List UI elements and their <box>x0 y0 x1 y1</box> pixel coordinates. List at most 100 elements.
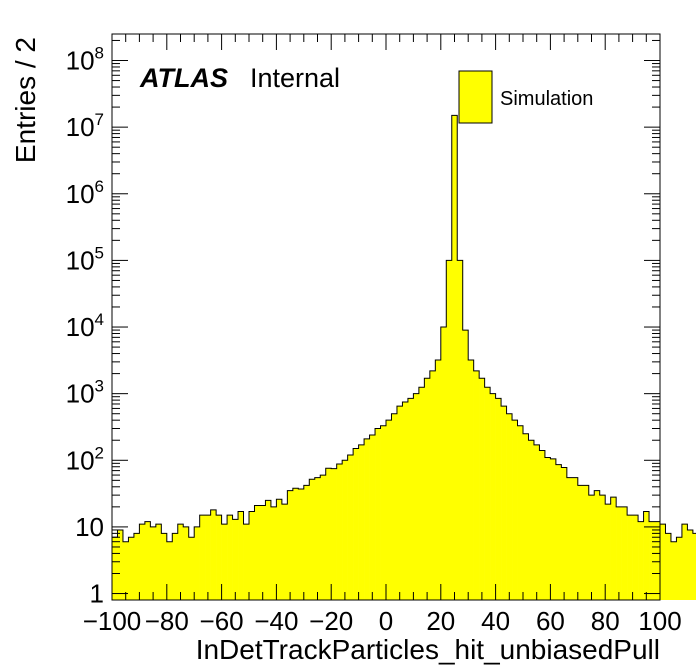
histogram-bin <box>353 448 359 600</box>
histogram-bin <box>473 370 480 600</box>
histogram-bin <box>561 467 568 600</box>
x-tick-label: 20 <box>426 606 455 636</box>
histogram-bin <box>599 495 606 600</box>
histogram-bin <box>468 359 474 600</box>
histogram-bin <box>616 506 622 600</box>
internal-label: Internal <box>250 63 340 93</box>
histogram-bin <box>232 519 239 600</box>
histogram-bin <box>429 370 436 600</box>
histogram-bin <box>188 537 195 600</box>
histogram-bin <box>205 515 211 600</box>
histogram-bin <box>572 477 579 600</box>
histogram-bin <box>605 504 611 600</box>
atlas-label: ATLAS <box>139 63 228 93</box>
histogram-bin <box>632 515 639 600</box>
histogram-bin <box>555 464 562 600</box>
histogram-bin <box>413 393 420 600</box>
histogram-bin <box>133 533 140 600</box>
histogram-bin <box>681 524 688 600</box>
histogram-bin <box>177 524 184 600</box>
histogram-bin <box>265 500 272 600</box>
histogram-bin <box>577 485 584 600</box>
histogram-bin <box>435 359 442 600</box>
x-tick-label: 40 <box>481 606 510 636</box>
histogram-bin <box>523 433 529 600</box>
histogram-bin <box>249 511 255 600</box>
histogram-bin <box>660 524 666 600</box>
histogram-bin <box>396 406 403 600</box>
histogram-bin <box>588 495 595 600</box>
histogram-bin <box>128 537 135 600</box>
x-tick-label: 80 <box>591 606 620 636</box>
histogram-bin <box>517 425 524 600</box>
histogram-bin <box>440 327 447 600</box>
histogram-bin <box>270 506 277 600</box>
legend-swatch <box>458 70 493 124</box>
histogram-bin <box>457 260 464 600</box>
histogram-bin <box>687 529 694 600</box>
histogram-bin <box>155 524 162 600</box>
x-tick-label: 0 <box>379 606 393 636</box>
legend-label: Simulation <box>500 88 593 110</box>
histogram-bin <box>281 504 288 600</box>
histogram-bin <box>402 401 409 600</box>
histogram-bin <box>621 506 628 600</box>
histogram-bin <box>117 529 124 600</box>
histogram-bin <box>358 444 365 600</box>
histogram-bin <box>544 457 551 600</box>
histogram-bin <box>638 521 644 600</box>
histogram-bin <box>462 330 469 600</box>
histogram-bin <box>490 393 496 600</box>
histogram-bin <box>227 515 233 600</box>
histogram-bin <box>210 509 217 600</box>
histogram-bin <box>194 526 200 600</box>
histogram-bin <box>566 477 573 600</box>
axis-ticks <box>111 34 661 600</box>
histogram-bin <box>484 387 491 600</box>
y-tick-label: 10 <box>75 512 104 542</box>
histogram-outline <box>112 114 696 543</box>
histogram-bin <box>287 490 294 600</box>
histogram-bin <box>495 398 502 600</box>
histogram-bin <box>331 468 337 600</box>
y-tick-label: 1 <box>90 579 104 609</box>
histogram-bin <box>221 524 228 600</box>
x-axis-label: InDetTrackParticles_hit_unbiasedPull <box>196 634 660 665</box>
histogram-bin <box>325 468 332 600</box>
histogram-bin <box>594 490 601 600</box>
histogram-bin <box>391 413 398 600</box>
histogram-bin <box>501 406 507 600</box>
histogram-bin <box>183 526 190 600</box>
histogram-bin <box>424 378 431 600</box>
histogram-bin <box>199 515 206 600</box>
histogram-bin <box>479 378 485 600</box>
histogram-bin <box>259 505 266 600</box>
x-tick-label: 60 <box>536 606 565 636</box>
histogram-bin <box>139 524 146 600</box>
histogram-bin <box>276 499 283 600</box>
x-tick-label: −40 <box>254 606 298 636</box>
histogram-bin <box>676 537 683 600</box>
histogram-bin <box>528 440 535 600</box>
histogram-bin <box>369 434 376 600</box>
histogram-bin <box>342 460 348 600</box>
histogram-bin <box>654 521 661 600</box>
histogram-bin <box>298 489 305 600</box>
y-tick-label: 108 <box>66 44 104 76</box>
histogram-bin <box>670 541 677 600</box>
histogram-bin <box>506 413 513 600</box>
y-tick-label: 102 <box>66 443 104 475</box>
y-tick-label: 104 <box>66 310 104 342</box>
histogram-bin <box>610 497 617 600</box>
histogram-bin <box>512 420 518 600</box>
x-tick-label: −60 <box>200 606 244 636</box>
histogram-bin <box>407 398 414 600</box>
histogram-bin <box>375 428 381 600</box>
histogram-bars <box>112 114 696 600</box>
histogram-bin <box>364 438 370 600</box>
histogram-bin <box>309 479 316 600</box>
histogram-bin <box>583 485 590 600</box>
histogram-bin <box>336 463 343 600</box>
histogram-bin <box>649 521 655 600</box>
x-tick-label: −100 <box>83 606 142 636</box>
